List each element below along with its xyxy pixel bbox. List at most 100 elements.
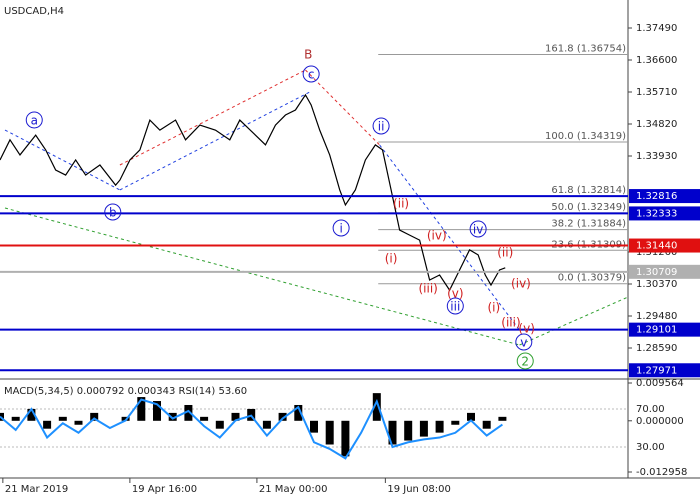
wave-label: (iii): [501, 316, 520, 330]
wave-label: (iii): [418, 282, 437, 296]
wave-label: (ii): [497, 246, 513, 260]
macd-bar: [372, 393, 381, 421]
wave-label: i: [339, 221, 342, 235]
wave-circle: [25, 111, 43, 129]
wave-circle: [372, 117, 390, 135]
wave-label: a: [31, 113, 38, 127]
wave-label: (i): [385, 252, 398, 266]
macd-bar: [184, 404, 193, 421]
x-tick-label: 21 May 00:00: [259, 484, 328, 495]
trend-line: [4, 207, 520, 346]
macd-bar: [74, 420, 83, 425]
macd-bar: [215, 420, 224, 429]
wave-label: (iv): [427, 229, 447, 243]
macd-bar: [451, 420, 460, 425]
fib-label: 100.0 (1.34319): [545, 131, 626, 142]
y-tick-label: -0.012958: [636, 467, 687, 478]
level-box: [629, 238, 700, 253]
wave-circle: [446, 297, 464, 315]
wave-circle: [516, 352, 534, 370]
y-tick-label: 0.000000: [636, 416, 684, 427]
macd-bar: [498, 416, 507, 421]
trend-line: [119, 69, 306, 166]
y-tick-label: 1.36600: [636, 55, 677, 66]
y-tick-label: 1.35710: [636, 87, 677, 98]
wave-label: (v): [518, 321, 534, 335]
x-tick-label: 19 Jun 08:00: [387, 484, 451, 495]
macd-bar: [231, 412, 240, 421]
wave-label: c: [308, 67, 315, 81]
wave-circle: [104, 203, 122, 221]
y-tick-label: 1.34820: [636, 119, 677, 130]
level-box: [629, 206, 700, 221]
trend-line: [519, 296, 629, 346]
level-label: 1.32816: [636, 191, 677, 202]
level-box: [629, 363, 700, 378]
x-tick-label: 19 Apr 16:00: [132, 484, 197, 495]
wave-label: (i): [487, 300, 500, 314]
macd-bar: [43, 420, 52, 429]
y-tick-label: 0.009564: [636, 378, 684, 389]
macd-bar: [482, 420, 491, 429]
level-box: [629, 189, 700, 204]
level-box: [629, 322, 700, 337]
macd-bar: [11, 416, 20, 421]
chart-title: USDCAD,H4: [4, 6, 64, 17]
wave-label: ii: [378, 119, 385, 133]
level-label: 1.29101: [636, 325, 677, 336]
wave-label: iii: [450, 299, 460, 313]
wave-label: (v): [447, 287, 463, 301]
wave-label: iv: [473, 223, 483, 237]
level-label: 1.31440: [636, 241, 677, 252]
macd-bar: [419, 420, 428, 437]
trend-line: [379, 144, 520, 331]
fib-label: 161.8 (1.36754): [545, 43, 626, 54]
indicator-title: MACD(5,34,5) 0.000792 0.000343 RSI(14) 5…: [4, 386, 247, 397]
level-label: 1.30709: [636, 267, 677, 278]
macd-bar: [341, 420, 350, 457]
y-tick-label: 1.33930: [636, 151, 677, 162]
wave-label: B: [304, 48, 312, 62]
macd-bar: [388, 420, 397, 445]
macd-bar: [262, 420, 271, 429]
y-tick-label: 1.30370: [636, 279, 677, 290]
fib-label: 38.2 (1.31884): [551, 219, 626, 230]
macd-bar: [278, 412, 287, 421]
macd-bar: [404, 420, 413, 441]
x-tick-label: 21 Mar 2019: [5, 484, 68, 495]
y-tick-label: 1.37490: [636, 23, 677, 34]
wave-label: (ii): [393, 197, 409, 211]
wave-label: b: [109, 205, 117, 219]
trend-line: [4, 129, 121, 191]
macd-bar: [325, 420, 334, 445]
fib-label: 50.0 (1.32349): [551, 202, 626, 213]
level-box: [629, 264, 700, 279]
price-line: [0, 93, 506, 292]
fib-label: 0.0 (1.30379): [558, 273, 626, 284]
wave-circle: [332, 219, 350, 237]
macd-bar: [90, 412, 99, 421]
macd-bar: [294, 404, 303, 421]
wave-label: (iv): [511, 277, 531, 291]
macd-bar: [310, 420, 318, 433]
rsi-line: [0, 398, 503, 460]
macd-bar: [137, 397, 146, 421]
y2-tick-label: 30.00: [636, 442, 665, 453]
y-tick-label: 1.29480: [636, 311, 677, 322]
wave-label: 2: [521, 354, 529, 368]
macd-bar: [467, 412, 475, 421]
macd-bar: [168, 412, 177, 421]
wave-circle: [469, 220, 487, 238]
y2-tick-label: 70.00: [636, 404, 665, 415]
y-tick-label: 1.28590: [636, 343, 677, 354]
wave-label: v: [520, 336, 527, 350]
macd-bar: [0, 412, 4, 421]
fib-label: 61.8 (1.32814): [551, 185, 626, 196]
macd-bar: [27, 408, 36, 421]
macd-bar: [435, 420, 444, 433]
macd-bar: [153, 401, 161, 421]
wave-circle: [302, 65, 320, 83]
wave-circle: [515, 333, 533, 351]
level-label: 1.27971: [636, 365, 677, 376]
